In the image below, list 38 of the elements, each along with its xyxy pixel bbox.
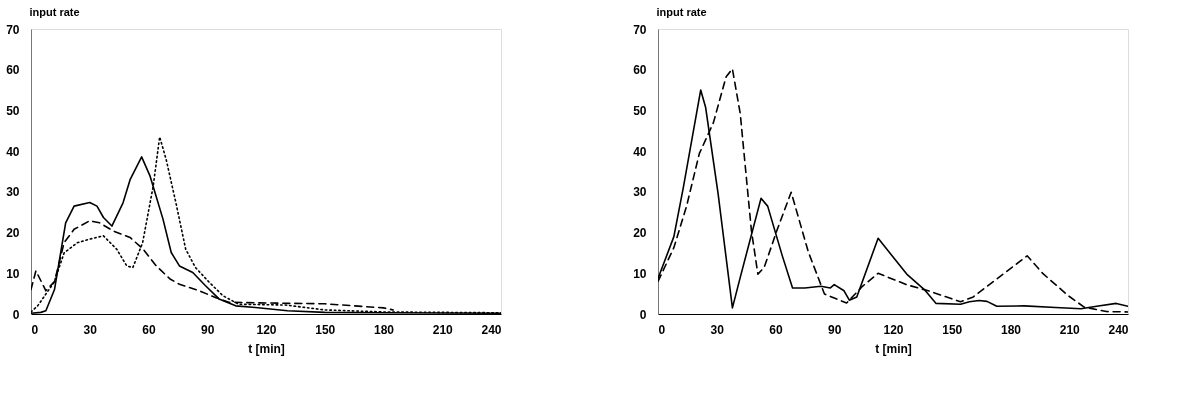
- y-tick-label: 0: [12, 307, 20, 322]
- y-tick-label: 30: [6, 185, 20, 200]
- x-tick-label: 60: [142, 322, 156, 337]
- x-tick-label: 0: [658, 322, 666, 337]
- y-tick-label: 50: [6, 103, 20, 118]
- y-tick-label: 40: [6, 144, 20, 159]
- x-tick-label: 150: [315, 322, 336, 337]
- y-axis-title: input rate: [29, 5, 80, 18]
- x-tick-label: 240: [1108, 322, 1129, 337]
- x-axis-title: t [min]: [875, 341, 912, 356]
- x-tick-label: 90: [201, 322, 215, 337]
- x-tick-label: 90: [828, 322, 842, 337]
- y-tick-label: 20: [633, 226, 647, 241]
- y-tick-label: 10: [633, 266, 647, 281]
- x-tick-label: 180: [1000, 322, 1022, 337]
- x-tick-label: 120: [256, 322, 277, 337]
- y-tick-label: 70: [6, 22, 20, 37]
- y-tick-label: 40: [633, 144, 647, 159]
- x-tick-label: 30: [83, 322, 98, 337]
- x-tick-label: 30: [710, 322, 725, 337]
- y-tick-label: 10: [6, 266, 20, 281]
- x-tick-label: 120: [883, 322, 904, 337]
- x-tick-label: 210: [1059, 322, 1081, 337]
- x-tick-label: 0: [31, 322, 39, 337]
- y-tick-label: 0: [639, 307, 647, 322]
- y-tick-label: 20: [6, 226, 20, 241]
- x-tick-label: 240: [481, 322, 502, 337]
- y-tick-label: 50: [633, 103, 647, 118]
- y-tick-label: 30: [633, 185, 647, 200]
- x-tick-label: 60: [769, 322, 783, 337]
- x-tick-label: 150: [942, 322, 963, 337]
- x-axis-title: t [min]: [248, 341, 285, 356]
- y-tick-label: 60: [6, 63, 20, 78]
- x-tick-label: 180: [373, 322, 395, 337]
- y-axis-title: input rate: [656, 5, 707, 18]
- y-tick-label: 60: [633, 63, 647, 78]
- y-tick-label: 70: [633, 22, 647, 37]
- x-tick-label: 210: [432, 322, 454, 337]
